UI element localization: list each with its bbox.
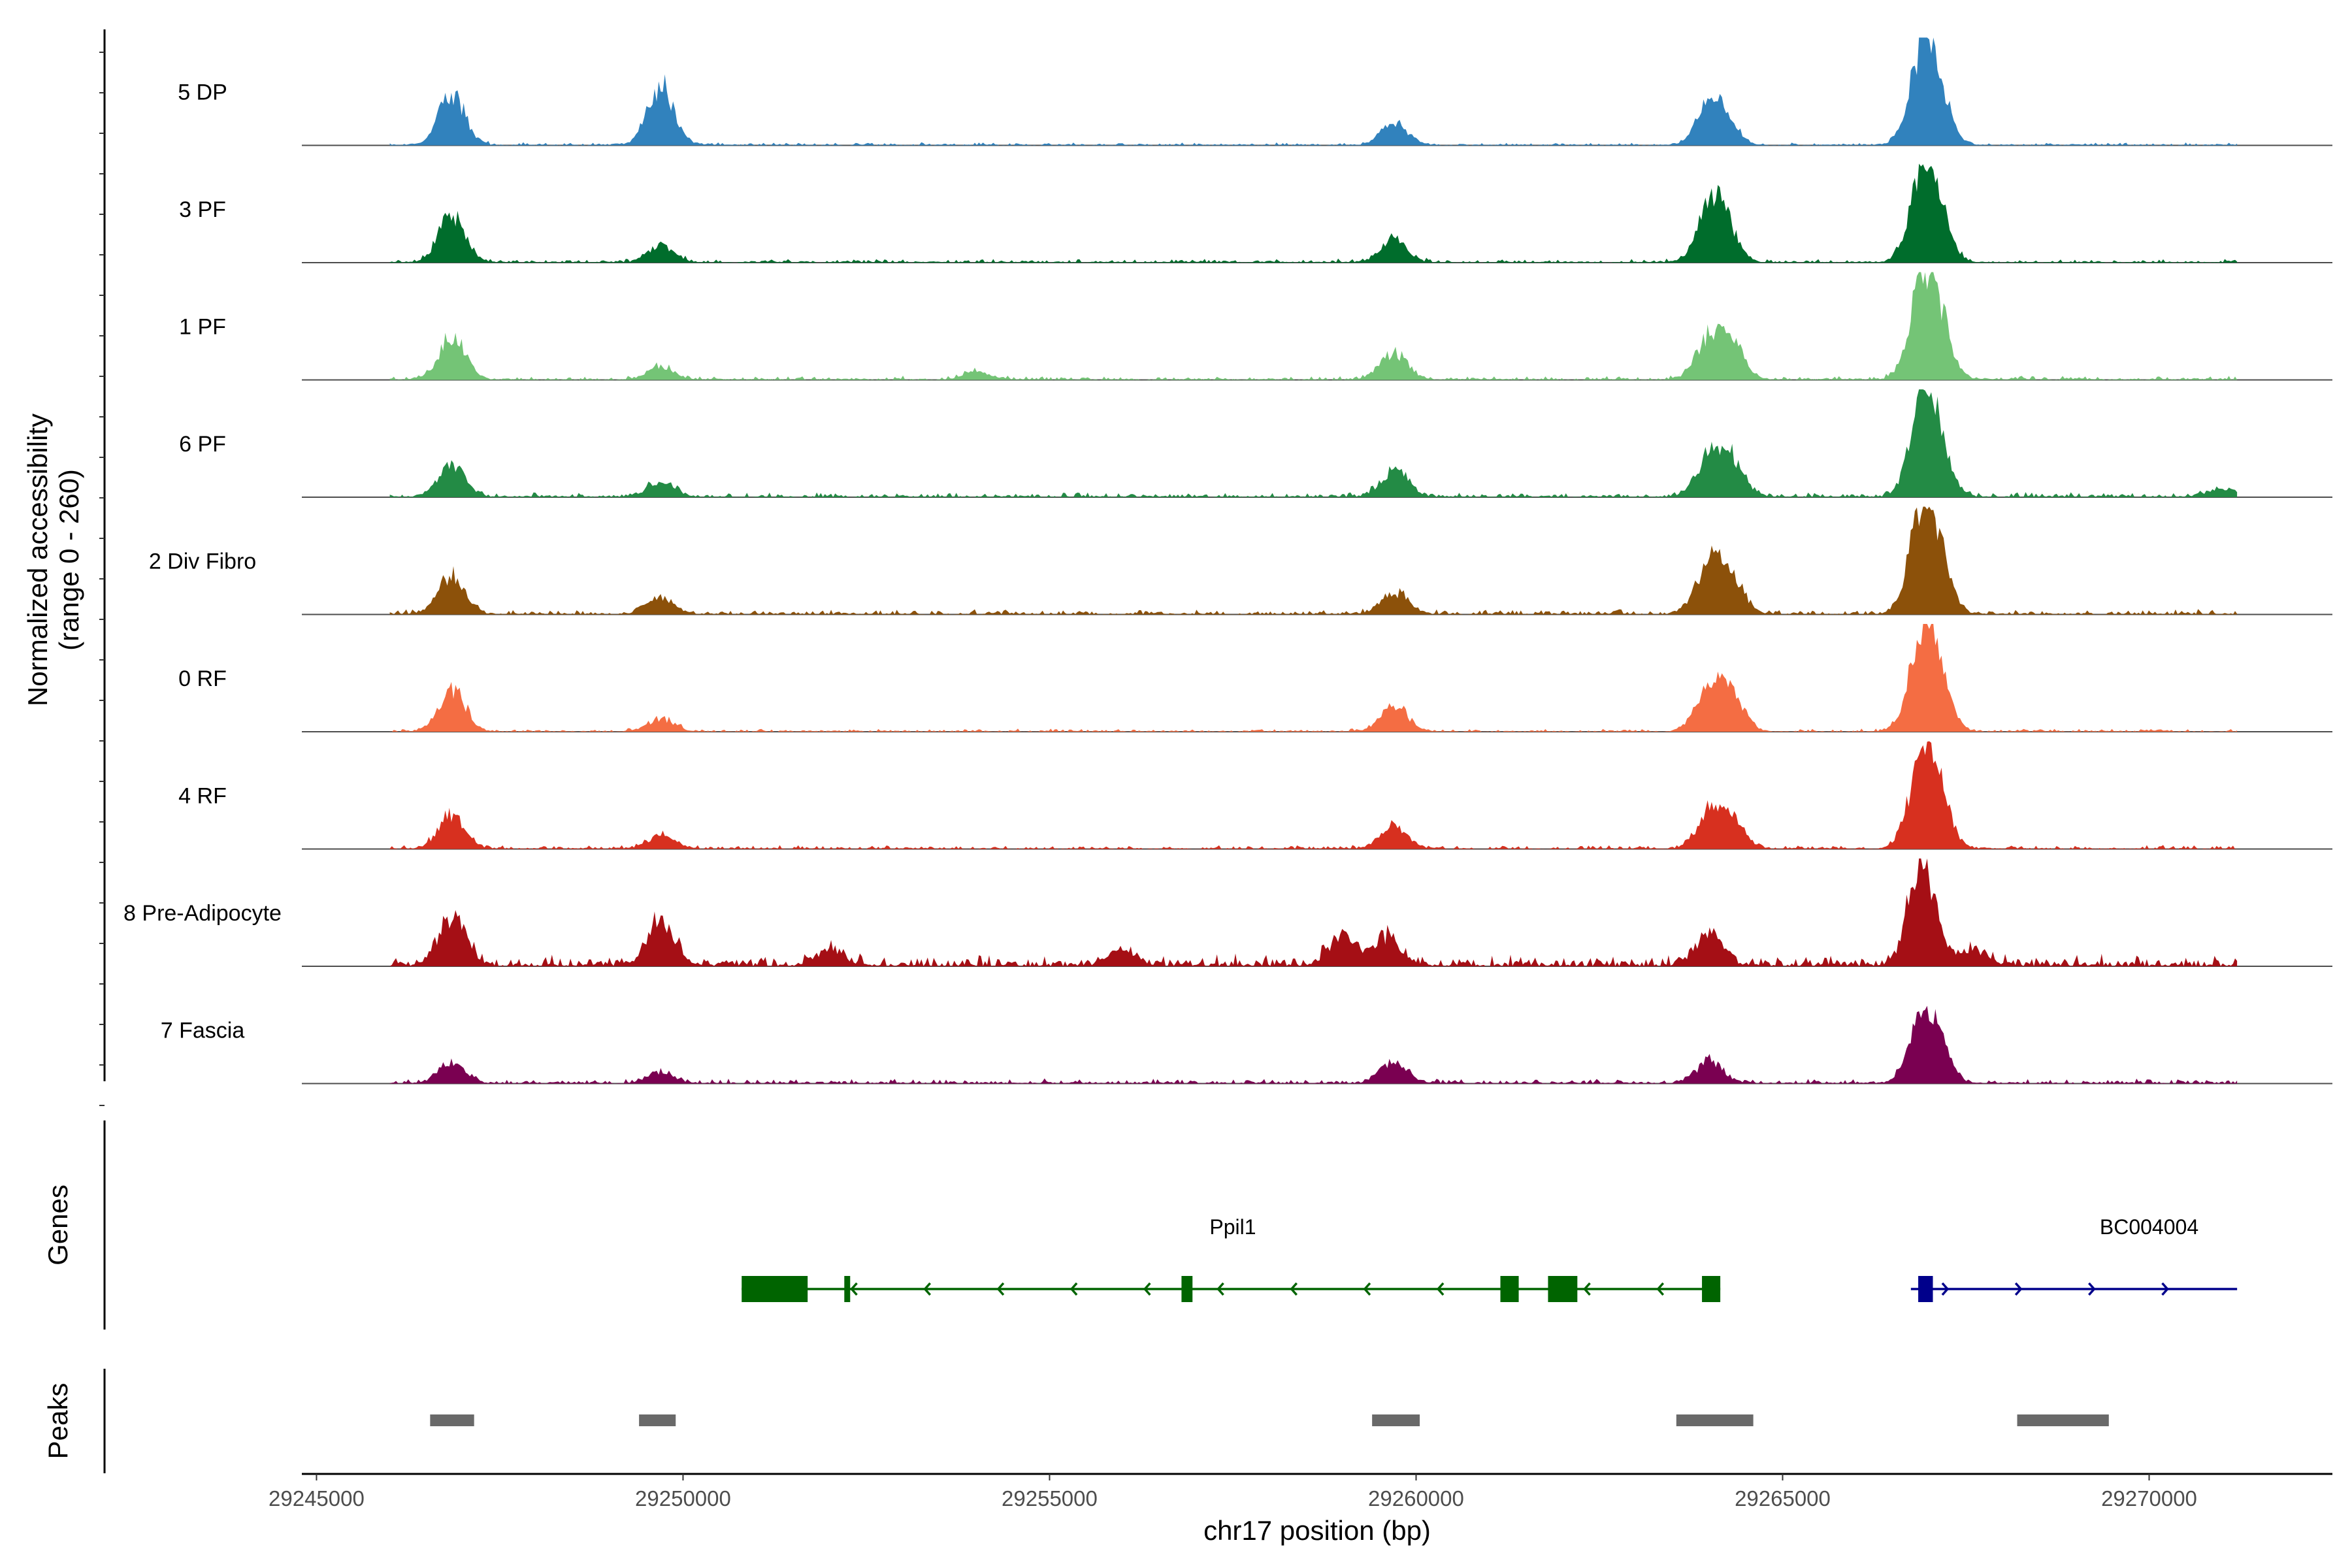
gene-ppil1: Ppil1	[742, 1215, 1721, 1302]
track-label: 7 Fascia	[161, 1019, 245, 1043]
coverage-y-axis-ticks	[99, 52, 105, 1106]
y-axis-title-line1: Normalized accessibility	[22, 414, 53, 706]
gene-bc004004: BC004004	[1910, 1215, 2238, 1302]
track-label: 0 RF	[178, 666, 227, 691]
strand-arrow	[1363, 1282, 1371, 1296]
gene-exon	[844, 1276, 851, 1302]
track-coverage-area	[389, 1005, 2238, 1084]
peaks-panel	[430, 1414, 2109, 1426]
peak-region	[1372, 1414, 1420, 1426]
strand-arrow	[1941, 1282, 1950, 1296]
track-label: 6 PF	[179, 432, 226, 457]
track-coverage-area	[389, 389, 2238, 497]
strand-arrow	[1143, 1282, 1151, 1296]
y-axis-title: Normalized accessibility (range 0 - 260)	[22, 414, 84, 706]
track-label: 5 DP	[178, 80, 227, 105]
track-label: 8 Pre-Adipocyte	[123, 901, 282, 926]
track-coverage-area	[389, 37, 2238, 146]
x-tick-label: 29260000	[1368, 1486, 1464, 1511]
strand-arrow	[1656, 1282, 1665, 1296]
peak-region	[639, 1414, 676, 1426]
x-tick-label: 29270000	[2101, 1486, 2197, 1511]
track-label: 4 RF	[178, 784, 227, 809]
strand-arrow	[2014, 1282, 2023, 1296]
gene-label: BC004004	[2100, 1215, 2198, 1239]
x-axis-ticks: 29245000 29250000 29255000 29260000 29265000…	[269, 1474, 2197, 1511]
x-tick-label: 29265000	[1735, 1486, 1831, 1511]
track-8-pre-adipocyte: 8 Pre-Adipocyte	[123, 858, 2332, 967]
gene-label: Ppil1	[1209, 1215, 1256, 1239]
strand-arrow	[2088, 1282, 2096, 1296]
gene-exon	[1548, 1276, 1578, 1302]
peak-region	[430, 1414, 474, 1426]
track-6-pf: 6 PF	[179, 389, 2332, 498]
x-tick-label: 29255000	[1002, 1486, 1098, 1511]
strand-arrow	[923, 1282, 932, 1296]
genes-panel: Ppil1 BC004004	[742, 1215, 2238, 1302]
peaks-panel-title: Peaks	[42, 1383, 73, 1460]
track-label: 1 PF	[179, 315, 226, 340]
track-5-dp: 5 DP	[178, 37, 2332, 146]
strand-arrow	[1217, 1282, 1224, 1296]
gene-exon	[1918, 1276, 1933, 1302]
strand-arrow	[996, 1282, 1005, 1296]
y-axis-title-line2: (range 0 - 260)	[54, 469, 84, 651]
peak-region	[1676, 1414, 1754, 1426]
track-1-pf: 1 PF	[179, 272, 2332, 381]
track-3-pf: 3 PF	[179, 163, 2332, 263]
track-label: 3 PF	[179, 197, 226, 222]
strand-arrow	[850, 1282, 858, 1296]
strand-arrow	[1583, 1282, 1591, 1296]
track-4-rf: 4 RF	[178, 741, 2332, 850]
coverage-tracks: 5 DP 3 PF 1 PF 6 PF 2 Div Fibro 0 RF 4 RF 8 Pre…	[123, 37, 2332, 1085]
strand-arrow	[2161, 1282, 2169, 1296]
track-coverage-area	[389, 624, 2238, 732]
track-label: 2 Div Fibro	[149, 549, 256, 574]
strand-arrow	[1070, 1282, 1078, 1296]
track-coverage-area	[389, 858, 2238, 966]
track-0-rf: 0 RF	[178, 624, 2332, 732]
track-coverage-area	[389, 272, 2238, 380]
strand-arrow	[1436, 1282, 1445, 1296]
genes-panel-title: Genes	[42, 1184, 73, 1266]
x-tick-label: 29250000	[635, 1486, 731, 1511]
track-coverage-area	[389, 163, 2238, 263]
strand-arrow	[1290, 1282, 1298, 1296]
track-2-div-fibro: 2 Div Fibro	[149, 506, 2332, 615]
track-7-fascia: 7 Fascia	[161, 1005, 2332, 1085]
x-axis-title: chr17 position (bp)	[1203, 1515, 1431, 1546]
gene-exon	[742, 1276, 808, 1302]
gene-exon	[1702, 1276, 1721, 1302]
peak-region	[2017, 1414, 2109, 1426]
track-coverage-area	[389, 741, 2238, 849]
track-coverage-area	[389, 506, 2238, 615]
gene-exon	[1181, 1276, 1193, 1302]
x-tick-label: 29245000	[269, 1486, 365, 1511]
gene-exon	[1500, 1276, 1519, 1302]
